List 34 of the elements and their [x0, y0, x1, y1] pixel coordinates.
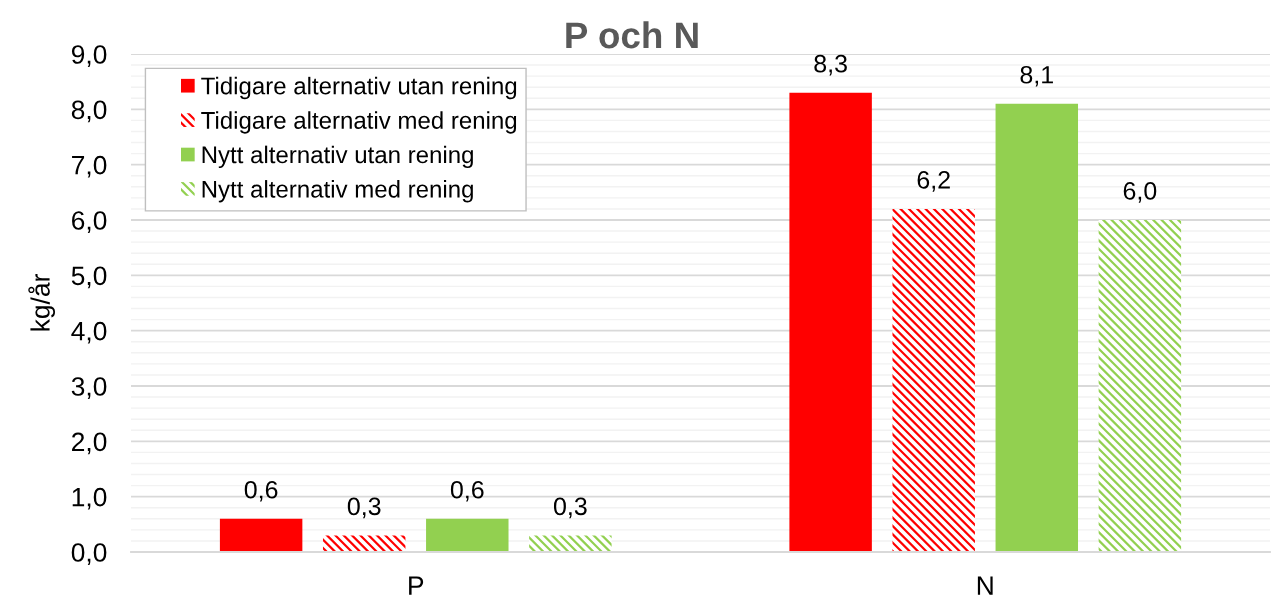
bar	[995, 103, 1079, 552]
data-label: 0,6	[244, 480, 278, 502]
data-label: 0,3	[347, 497, 381, 519]
y-tick-label: 9,0	[71, 45, 107, 67]
data-label: 8,3	[814, 54, 847, 76]
data-label: 6,2	[917, 171, 950, 192]
bar	[529, 535, 612, 552]
y-tick-label: 5,0	[71, 266, 107, 289]
y-tick-label: 1,0	[72, 487, 107, 510]
y-tick-label: 8,0	[71, 100, 107, 123]
y-tick-label: 2,0	[72, 432, 107, 455]
bar	[219, 518, 303, 552]
y-tick-label: 6,0	[72, 211, 107, 233]
data-label: 8,1	[1020, 65, 1053, 87]
bar	[1098, 220, 1182, 552]
y-tick-label: 0,0	[71, 543, 107, 565]
bar	[426, 518, 509, 552]
legend-label: Tidigare alternativ med rening	[201, 111, 517, 134]
bar	[322, 535, 406, 552]
legend-label: Tidigare alternativ utan rening	[201, 76, 517, 100]
legend-label: Nytt alternativ utan rening	[202, 145, 473, 169]
chart-title: P och N	[566, 21, 698, 49]
y-axis-title: kg/år	[28, 274, 56, 331]
x-tick-label: N	[977, 576, 993, 595]
y-tick-label: 3,0	[71, 377, 107, 399]
bar	[789, 92, 872, 552]
x-tick-label: P	[409, 576, 424, 595]
data-label: 6,0	[1123, 182, 1157, 203]
data-label: 0,3	[553, 497, 587, 519]
y-tick-label: 4,0	[71, 321, 107, 344]
legend-label: Nytt alternativ med rening	[202, 180, 473, 203]
bar	[892, 208, 975, 552]
y-tick-label: 7,0	[72, 155, 107, 178]
data-label: 0,6	[450, 480, 484, 502]
